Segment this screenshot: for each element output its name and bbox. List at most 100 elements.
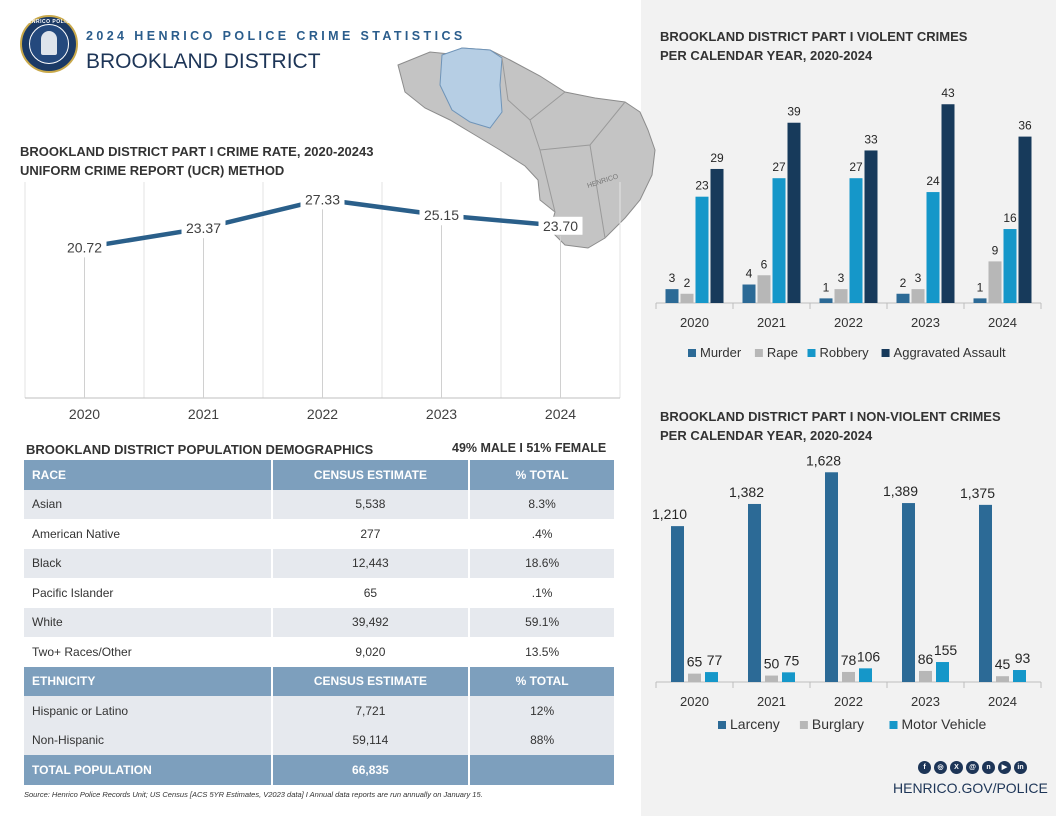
- bar-rape: [988, 261, 1002, 303]
- x-tick-label: 2023: [911, 694, 940, 709]
- table-row: Two+ Races/Other 9,020 13.5%: [24, 637, 616, 667]
- legend-swatch: [807, 349, 816, 357]
- data-label: 27: [772, 160, 786, 174]
- bar-motor-vehicle: [936, 662, 949, 682]
- bar-burglary: [996, 676, 1009, 682]
- row-percent: 18.6%: [469, 548, 616, 578]
- legend-swatch: [718, 721, 726, 729]
- social-icons: f ◎ X @ n ▶ in: [918, 761, 1027, 774]
- total-percent: [469, 755, 616, 785]
- bar-motor-vehicle: [782, 672, 795, 682]
- table-row: American Native 277 .4%: [24, 519, 616, 549]
- data-label: 86: [918, 651, 934, 667]
- legend-label: Burglary: [812, 716, 864, 732]
- bar-robbery: [772, 178, 786, 303]
- legend-label: Aggravated Assault: [894, 345, 1006, 360]
- x-icon[interactable]: X: [950, 761, 963, 774]
- data-label: 20.72: [67, 239, 102, 255]
- x-tick-label: 2020: [680, 694, 709, 709]
- row-label: Non-Hispanic: [24, 725, 273, 755]
- bar-motor-vehicle: [705, 672, 718, 682]
- bar-rape: [834, 289, 848, 303]
- linkedin-icon[interactable]: in: [1014, 761, 1027, 774]
- data-label: 24: [926, 174, 940, 188]
- legend-swatch: [754, 349, 763, 357]
- violent-title-line2: PER CALENDAR YEAR, 2020-2024: [660, 48, 873, 63]
- x-tick-label: 2024: [988, 694, 1017, 709]
- bar-burglary: [919, 670, 932, 682]
- rate-title-line1: BROOKLAND DISTRICT PART I CRIME RATE, 20…: [20, 144, 374, 159]
- data-label: 3: [669, 271, 676, 285]
- row-percent: .4%: [469, 519, 616, 549]
- bar-rape: [911, 289, 925, 303]
- data-label: 23: [695, 179, 709, 193]
- data-label: 33: [864, 132, 878, 146]
- bar-aggravated-assault: [864, 150, 878, 303]
- violent-chart-title: BROOKLAND DISTRICT PART I VIOLENT CRIMES…: [660, 27, 967, 65]
- bar-burglary: [688, 673, 701, 682]
- total-estimate: 66,835: [271, 755, 471, 785]
- row-estimate: 65: [271, 578, 471, 608]
- legend-swatch: [799, 721, 808, 729]
- bar-motor-vehicle: [1013, 670, 1026, 682]
- row-percent: 88%: [469, 725, 616, 755]
- facebook-icon[interactable]: f: [918, 761, 931, 774]
- percent-total-header: % TOTAL: [469, 666, 616, 696]
- data-label: 1,375: [960, 485, 995, 501]
- row-label: Black: [24, 548, 273, 578]
- bar-burglary: [842, 671, 855, 682]
- data-label: 1,389: [883, 483, 918, 499]
- row-percent: 59.1%: [469, 607, 616, 637]
- legend-label: Murder: [700, 345, 742, 360]
- data-label: 78: [841, 652, 857, 668]
- data-label-bg: [181, 219, 226, 238]
- data-label: 1,382: [729, 484, 764, 500]
- x-tick-label: 2023: [911, 315, 940, 330]
- data-label: 9: [992, 243, 999, 257]
- threads-icon[interactable]: @: [966, 761, 979, 774]
- data-label-bg: [419, 206, 464, 225]
- bar-robbery: [926, 192, 940, 303]
- legend-label: Rape: [767, 345, 798, 360]
- badge-text: HENRICO POLICE: [23, 19, 75, 25]
- report-subtitle: 2024 HENRICO POLICE CRIME STATISTICS: [86, 29, 466, 43]
- bar-rape: [680, 293, 694, 303]
- x-tick-label: 2024: [988, 315, 1017, 330]
- data-label: 23.37: [186, 220, 221, 236]
- ethnicity-header: ETHNICITY: [24, 666, 273, 696]
- youtube-icon[interactable]: ▶: [998, 761, 1011, 774]
- data-label: 25.15: [424, 207, 459, 223]
- x-tick-label: 2020: [69, 406, 100, 422]
- row-label: Hispanic or Latino: [24, 696, 273, 726]
- data-label: 1,628: [806, 452, 841, 468]
- police-badge-logo: HENRICO POLICE: [20, 15, 78, 73]
- bar-aggravated-assault: [787, 122, 801, 303]
- nextdoor-icon[interactable]: n: [982, 761, 995, 774]
- demographics-title: BROOKLAND DISTRICT POPULATION DEMOGRAPHI…: [26, 442, 374, 457]
- data-label: 65: [687, 654, 703, 670]
- instagram-icon[interactable]: ◎: [934, 761, 947, 774]
- row-percent: 12%: [469, 696, 616, 726]
- badge-figure-icon: [41, 31, 57, 55]
- table-row: Black 12,443 18.6%: [24, 548, 616, 578]
- legend-label: Robbery: [820, 345, 870, 360]
- bar-robbery: [1003, 229, 1017, 303]
- x-tick-label: 2021: [188, 406, 219, 422]
- brookland-district-shape: [439, 47, 503, 129]
- data-label: 45: [995, 656, 1011, 672]
- bar-robbery: [849, 178, 863, 303]
- table-row: Hispanic or Latino 7,721 12%: [24, 696, 616, 726]
- bar-larceny: [825, 472, 838, 682]
- row-estimate: 59,114: [271, 725, 471, 755]
- website-link[interactable]: HENRICO.GOV/POLICE: [893, 780, 1048, 796]
- source-note: Source: Henrico Police Records Unit; US …: [24, 790, 483, 799]
- table-row: Non-Hispanic 59,114 88%: [24, 725, 616, 755]
- x-tick-label: 2022: [307, 406, 338, 422]
- census-estimate-header: CENSUS ESTIMATE: [271, 460, 471, 490]
- row-percent: 13.5%: [469, 637, 616, 667]
- data-label: 2: [684, 276, 691, 290]
- table-row: Pacific Islander 65 .1%: [24, 578, 616, 608]
- data-label: 43: [941, 86, 955, 100]
- row-estimate: 39,492: [271, 607, 471, 637]
- nonviolent-title-line2: PER CALENDAR YEAR, 2020-2024: [660, 428, 873, 443]
